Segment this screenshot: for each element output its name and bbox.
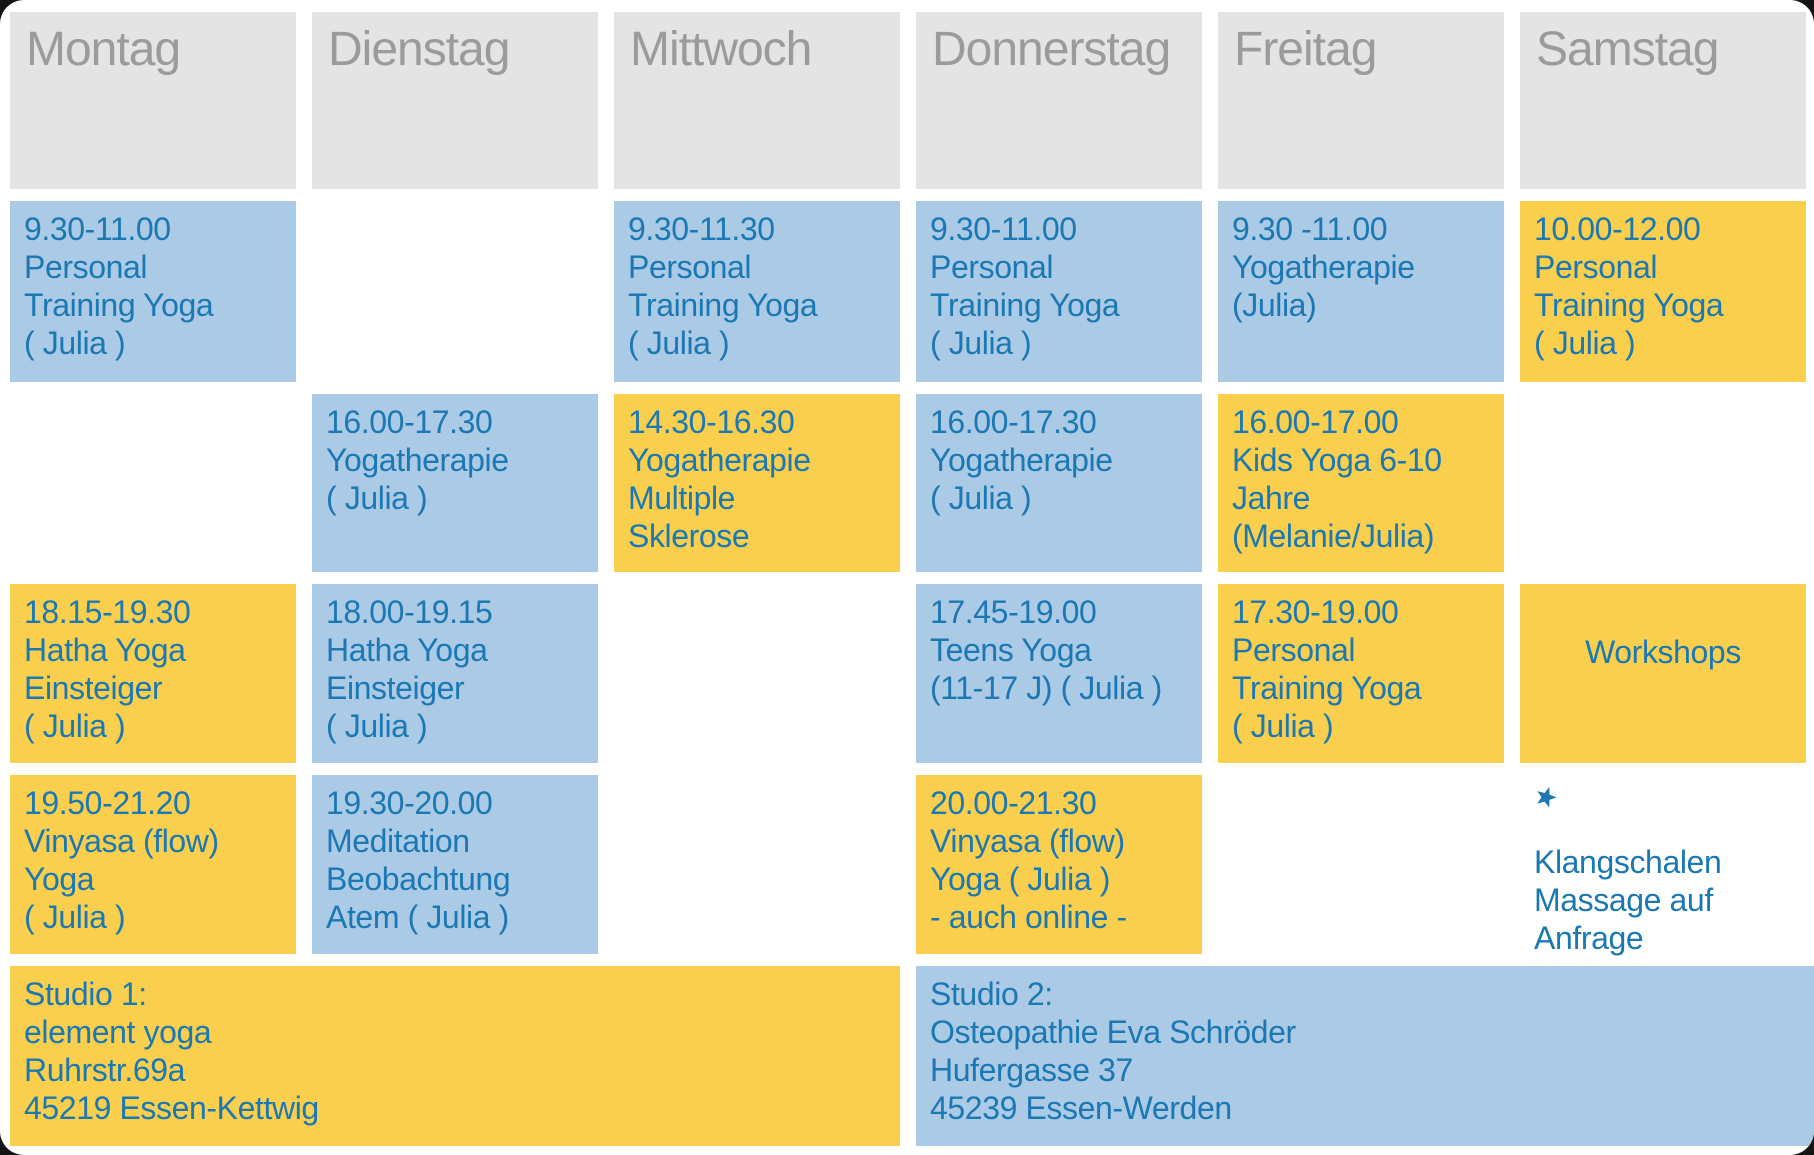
day-header-donnerstag: Donnerstag xyxy=(916,12,1202,189)
schedule-grid: Montag Dienstag Mittwoch Donnerstag Frei… xyxy=(10,12,1814,1146)
event-cell-donnerstag-teens-yoga: 17.45-19.00 Teens Yoga (11-17 J) ( Julia ) xyxy=(916,584,1202,763)
event-cell-mittwoch-yogatherapie-ms: 14.30-16.30 Yogatherapie Multiple Sklerose xyxy=(614,394,900,572)
event-cell-donnerstag-yogatherapie: 16.00-17.30 Yogatherapie( Julia ) xyxy=(916,394,1202,572)
event-cell-freitag-yogatherapie: 9.30 -11.00 Yogatherapie (Julia) xyxy=(1218,201,1504,382)
note-text: Klangschalen Massage auf Anfrage xyxy=(1534,844,1722,956)
day-header-dienstag: Dienstag xyxy=(312,12,598,189)
event-cell-dienstag-meditation: 19.30-20.00 Meditation Beobachtung Atem ( J… xyxy=(312,775,598,954)
event-cell-donnerstag-personal-training: 9.30-11.00 Personal Training Yoga( Julia ) xyxy=(916,201,1202,382)
event-cell-donnerstag-vinyasa-yoga: 20.00-21.30 Vinyasa (flow) Yoga ( Julia ) -… xyxy=(916,775,1202,954)
event-cell-montag-personal-training: 9.30-11.00 Personal Training Yoga( Julia ) xyxy=(10,201,296,382)
event-cell-mittwoch-personal-training: 9.30-11.30 Personal Training Yoga( Julia ) xyxy=(614,201,900,382)
event-cell-montag-vinyasa-yoga: 19.50-21.20 Vinyasa (flow) Yoga( Julia ) xyxy=(10,775,296,954)
event-cell-dienstag-yogatherapie: 16.00-17.30 Yogatherapie( Julia ) xyxy=(312,394,598,572)
day-header-montag: Montag xyxy=(10,12,296,189)
day-header-samstag: Samstag xyxy=(1520,12,1806,189)
day-header-freitag: Freitag xyxy=(1218,12,1504,189)
studio2-address: Studio 2: Osteopathie Eva Schröder Huferga… xyxy=(916,966,1814,1146)
event-cell-dienstag-hatha-yoga: 18.00-19.15 Hatha Yoga Einsteiger( Julia ) xyxy=(312,584,598,763)
event-cell-freitag-kids-yoga: 16.00-17.00 Kids Yoga 6-10 Jahre (Melanie/J… xyxy=(1218,394,1504,572)
event-cell-samstag-personal-training: 10.00-12.00 Personal Training Yoga( Julia … xyxy=(1520,201,1806,382)
studio1-address: Studio 1: element yoga Ruhrstr.69a 45219 Es… xyxy=(10,966,900,1146)
workshops-label: Workshops xyxy=(1585,633,1741,670)
note-klangschalen-massage: Klangschalen Massage auf Anfrage xyxy=(1520,775,1806,956)
event-cell-freitag-personal-training: 17.30-19.00 Personal Training Yoga( Julia … xyxy=(1218,584,1504,763)
day-header-mittwoch: Mittwoch xyxy=(614,12,900,189)
event-cell-montag-hatha-yoga: 18.15-19.30 Hatha Yoga Einsteiger( Julia ) xyxy=(10,584,296,763)
pinwheel-star-icon xyxy=(1534,785,1798,811)
event-cell-samstag-workshops: Workshops xyxy=(1520,584,1806,763)
